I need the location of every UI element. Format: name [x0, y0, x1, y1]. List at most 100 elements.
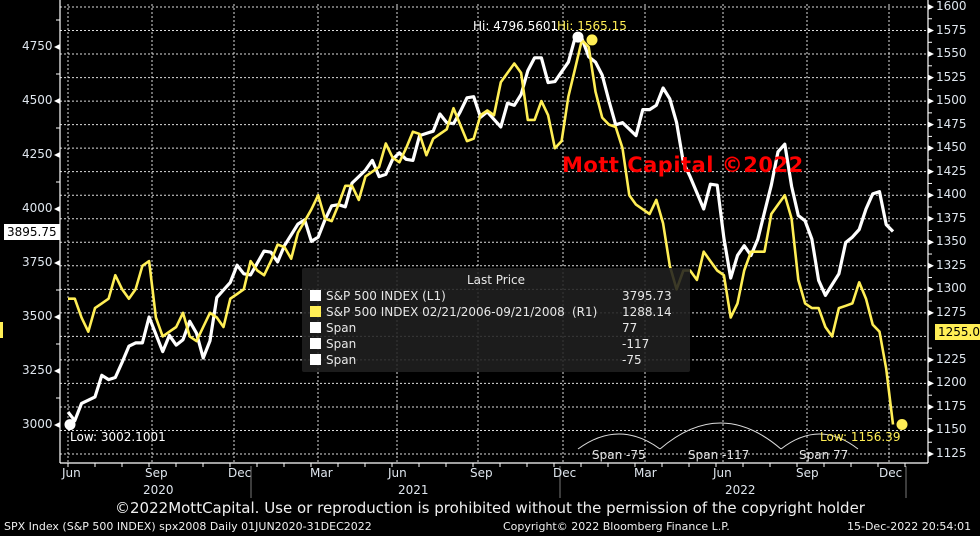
- span-arcs: [577, 422, 859, 450]
- series-lines: [64, 31, 908, 431]
- right-tick-arrow: [928, 286, 934, 293]
- left-tick-label: 4750: [22, 39, 53, 53]
- right-tick-label: 1300: [936, 281, 967, 296]
- copyright-notice: ©2022MottCapital. Use or reproduction is…: [115, 499, 865, 517]
- right-tick-arrow: [928, 451, 934, 457]
- legend-row: S&P 500 INDEX 02/21/2006-09/21/2008 (R1)…: [310, 305, 672, 321]
- legend-swatch-white: [310, 322, 321, 333]
- year-label: 2022: [725, 483, 756, 497]
- low-dot-white: [64, 419, 76, 431]
- axes: [54, 0, 934, 498]
- left-tick-label: 3500: [22, 309, 53, 323]
- x-tick-label: Jun: [388, 466, 407, 480]
- year-label: 2020: [143, 483, 174, 497]
- left-tick-arrow: [54, 44, 60, 50]
- right-tick-label: 1325: [936, 257, 967, 272]
- left-tick-arrow: [54, 98, 60, 104]
- right-tick-label: 1525: [936, 69, 967, 84]
- left-tick-arrow: [54, 422, 60, 428]
- left-tick-label: 3750: [22, 255, 53, 269]
- legend-swatch-white: [310, 290, 321, 301]
- hi-label-white: Hi: 4796.5601: [473, 19, 559, 33]
- low-label-white: Low: 3002.1001: [70, 430, 166, 444]
- x-tick-label: Mar: [634, 466, 657, 480]
- hi-dot-yellow: [586, 34, 598, 46]
- right-tick-arrow: [928, 145, 934, 152]
- footer-security-info: SPX Index (S&P 500 INDEX) spx2008 Daily …: [4, 520, 372, 533]
- legend-row: Span -117: [310, 337, 649, 353]
- right-tick-label: 1575: [936, 22, 967, 37]
- x-tick-label: Mar: [310, 466, 333, 480]
- year-label: 2021: [398, 483, 429, 497]
- x-tick-label: Dec: [879, 466, 903, 480]
- legend-row: Span -75: [310, 353, 642, 369]
- right-tick-arrow: [928, 98, 934, 105]
- left-current-value-badge: 3895.75: [4, 224, 60, 240]
- legend-row: Span 77: [310, 321, 637, 337]
- right-tick-label: 1225: [936, 351, 967, 366]
- right-tick-label: 1600: [936, 0, 967, 13]
- x-tick-label: Dec: [228, 466, 252, 480]
- right-tick-arrow: [928, 239, 934, 246]
- left-tick-arrow: [54, 314, 60, 320]
- legend-swatch-yellow: [310, 306, 321, 317]
- hi-dot-white: [572, 31, 584, 43]
- legend-swatch-white: [310, 354, 321, 365]
- span-arc-3: [780, 433, 859, 450]
- right-tick-arrow: [928, 27, 934, 34]
- right-tick-arrow: [928, 356, 934, 363]
- left-tick-label: 4000: [22, 201, 53, 215]
- right-tick-label: 1350: [936, 234, 967, 249]
- right-tick-label: 1275: [936, 304, 967, 319]
- legend-row: S&P 500 INDEX (L1) 3795.73: [310, 289, 672, 305]
- low-label-yellow: Low: 1156.39: [820, 430, 901, 444]
- right-current-value-badge: 1255.08: [935, 324, 980, 340]
- span-label-1: Span -75: [592, 448, 646, 462]
- x-tick-label: Sep: [796, 466, 819, 480]
- right-tick-label: 1150: [936, 422, 967, 437]
- right-tick-label: 1375: [936, 210, 967, 225]
- legend-box: Last Price S&P 500 INDEX (L1) 3795.73 S&…: [302, 268, 690, 372]
- right-tick-arrow: [928, 74, 934, 81]
- grid-lines: [60, 4, 928, 463]
- span-label-3: Span 77: [799, 448, 849, 462]
- x-tick-label: Jun: [713, 466, 732, 480]
- right-tick-label: 1450: [936, 140, 967, 155]
- right-tick-arrow: [928, 309, 934, 316]
- right-tick-arrow: [928, 51, 934, 58]
- x-tick-label: Sep: [470, 466, 493, 480]
- right-tick-arrow: [928, 380, 934, 387]
- right-tick-arrow: [928, 403, 934, 410]
- right-tick-label: 1425: [936, 163, 967, 178]
- legend-title: Last Price: [466, 273, 526, 287]
- right-tick-label: 1550: [936, 46, 967, 61]
- watermark: Mott Capital ©2022: [562, 153, 804, 177]
- x-tick-label: Dec: [553, 466, 577, 480]
- low-dot-yellow: [896, 418, 908, 430]
- legend-swatch-white: [310, 338, 321, 349]
- left-tick-arrow: [54, 368, 60, 374]
- right-tick-arrow: [928, 215, 934, 222]
- span-label-2: Span -117: [688, 448, 750, 462]
- right-tick-arrow: [928, 262, 934, 269]
- footer-copyright: Copyright© 2022 Bloomberg Finance L.P.: [503, 520, 730, 533]
- span-arc-2: [659, 422, 782, 450]
- left-yellow-marker: [0, 322, 3, 338]
- left-tick-arrow: [54, 260, 60, 266]
- right-tick-arrow: [928, 168, 934, 175]
- right-tick-arrow: [928, 192, 934, 199]
- right-tick-label: 1125: [936, 446, 967, 460]
- right-tick-label: 1175: [936, 398, 967, 413]
- x-tick-label: Jun: [62, 466, 81, 480]
- right-tick-label: 1500: [936, 93, 967, 108]
- span-arc-1: [577, 433, 661, 450]
- left-tick-arrow: [54, 206, 60, 212]
- right-tick-label: 1475: [936, 116, 967, 131]
- left-tick-label: 4250: [22, 147, 53, 161]
- left-tick-arrow: [54, 152, 60, 158]
- right-tick-arrow: [928, 4, 934, 10]
- spx2008-line: [68, 38, 895, 425]
- right-tick-arrow: [928, 121, 934, 128]
- footer-timestamp: 15-Dec-2022 20:54:01: [847, 520, 972, 533]
- right-tick-arrow: [928, 427, 934, 434]
